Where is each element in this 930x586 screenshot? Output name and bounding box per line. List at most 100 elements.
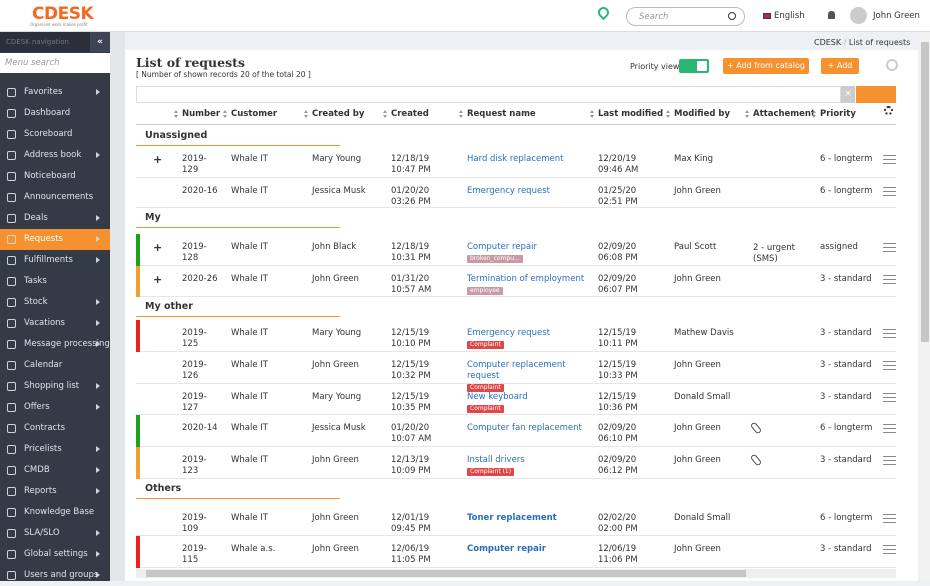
- table-row[interactable]: 2019-109Whale ITJohn Green12/01/19 09:45…: [136, 505, 896, 536]
- row-menu[interactable]: [883, 456, 896, 465]
- column-header[interactable]: Priority: [820, 109, 856, 119]
- settings-icon[interactable]: [884, 106, 893, 115]
- menu-item[interactable]: Deals: [0, 208, 110, 229]
- language[interactable]: English: [774, 11, 805, 21]
- attachment-icon[interactable]: [750, 453, 762, 466]
- menu-item[interactable]: Requests: [0, 229, 110, 250]
- expand-button[interactable]: +: [153, 274, 162, 285]
- user-name[interactable]: John Green: [873, 11, 920, 21]
- request-text[interactable]: Emergency request: [467, 186, 550, 196]
- priority-toggle[interactable]: [679, 59, 709, 73]
- breadcrumb-item[interactable]: CDESK: [814, 38, 841, 47]
- table-row[interactable]: +2019-129Whale ITMary Young12/18/19 10:4…: [136, 146, 896, 178]
- column-header[interactable]: Created by: [312, 109, 364, 119]
- table-row[interactable]: 2019-123Whale ITJohn Green12/13/19 10:09…: [136, 447, 896, 479]
- filter-buttons[interactable]: [856, 86, 896, 103]
- menu-item[interactable]: Message processing: [0, 334, 110, 355]
- row-menu[interactable]: [883, 243, 896, 252]
- row-menu[interactable]: [883, 424, 896, 433]
- logo[interactable]: CDESK: [32, 4, 93, 24]
- menu-item[interactable]: CMDB: [0, 460, 110, 481]
- menu-item[interactable]: Noticeboard: [0, 166, 110, 187]
- menu-item[interactable]: Stock: [0, 292, 110, 313]
- request[interactable]: Computer repair: [467, 544, 592, 555]
- menu-item[interactable]: Contracts: [0, 418, 110, 439]
- request[interactable]: Emergency request: [467, 186, 592, 197]
- column-header[interactable]: Modified by: [674, 109, 730, 119]
- row-menu[interactable]: [883, 275, 896, 284]
- request-text[interactable]: Termination of employment: [467, 274, 584, 284]
- request[interactable]: New keyboardComplaint: [467, 392, 592, 414]
- request[interactable]: Computer fan replacement: [467, 423, 592, 434]
- menu-item[interactable]: Address book: [0, 145, 110, 166]
- request-text[interactable]: Emergency request: [467, 328, 550, 338]
- menu-item[interactable]: Global settings: [0, 544, 110, 565]
- request-text[interactable]: Computer replacement request: [467, 360, 566, 381]
- request-text[interactable]: Computer fan replacement: [467, 423, 582, 433]
- request-text[interactable]: New keyboard: [467, 392, 528, 402]
- menu-item[interactable]: Fulfillments: [0, 250, 110, 271]
- request-text[interactable]: Hard disk replacement: [467, 154, 564, 164]
- row-menu[interactable]: [883, 361, 896, 370]
- row-menu[interactable]: [883, 514, 896, 523]
- location-icon[interactable]: [596, 5, 612, 21]
- menu-item[interactable]: Calendar: [0, 355, 110, 376]
- column-header[interactable]: Attachement: [753, 109, 815, 119]
- request[interactable]: Termination of employmentemployee: [467, 274, 592, 296]
- request[interactable]: Toner replacement: [467, 513, 592, 524]
- expand-button[interactable]: +: [153, 154, 162, 165]
- request[interactable]: Emergency requestComplaint: [467, 328, 592, 350]
- row-menu[interactable]: [883, 329, 896, 338]
- attachment-icon[interactable]: [750, 421, 762, 434]
- add-from-catalog-button[interactable]: + Add from catalog: [723, 58, 809, 74]
- table-row[interactable]: 2019-115Whale a.s.John Green12/06/19 11:…: [136, 536, 896, 568]
- column-header[interactable]: Created: [391, 109, 429, 119]
- table-row[interactable]: 2019-127Whale ITMary Young12/15/19 10:35…: [136, 384, 896, 415]
- column-header[interactable]: Last modified: [598, 109, 663, 119]
- request-text[interactable]: Install drivers: [467, 455, 525, 465]
- table-row[interactable]: +2019-128Whale ITJohn Black12/18/19 10:3…: [136, 234, 896, 266]
- clear-filter-button[interactable]: ×: [841, 86, 855, 103]
- request[interactable]: Hard disk replacement: [467, 154, 592, 165]
- row-menu[interactable]: [883, 187, 896, 196]
- menu-item[interactable]: Vacations: [0, 313, 110, 334]
- menu-item[interactable]: Dashboard: [0, 103, 110, 124]
- request[interactable]: Computer repairbroken_compu...: [467, 242, 592, 264]
- column-header[interactable]: Request name: [467, 109, 536, 119]
- menu-item[interactable]: Announcements: [0, 187, 110, 208]
- request-text[interactable]: Computer repair: [467, 242, 537, 252]
- table-row[interactable]: +2020-26Whale ITJohn Green01/31/20 10:57…: [136, 266, 896, 297]
- menu-item[interactable]: Favorites: [0, 82, 110, 103]
- menu-item[interactable]: Knowledge Base: [0, 502, 110, 523]
- search-icon[interactable]: [728, 12, 736, 20]
- menu-item[interactable]: SLA/SLO: [0, 523, 110, 544]
- row-menu[interactable]: [883, 155, 896, 164]
- column-header[interactable]: Customer: [231, 109, 277, 119]
- row-menu[interactable]: [883, 393, 896, 402]
- menu-item[interactable]: Shopping list: [0, 376, 110, 397]
- bell-icon[interactable]: [828, 11, 835, 19]
- column-header[interactable]: Number: [182, 109, 220, 119]
- menu-item[interactable]: Pricelists: [0, 439, 110, 460]
- menu-item[interactable]: Reports: [0, 481, 110, 502]
- menu-item[interactable]: Users and groups: [0, 565, 110, 586]
- collapse-button[interactable]: «: [90, 32, 110, 52]
- request-text[interactable]: Toner replacement: [467, 513, 557, 523]
- search-box[interactable]: Search: [626, 7, 745, 26]
- table-row[interactable]: 2020-14Whale ITJessica Musk01/20/20 10:0…: [136, 415, 896, 447]
- request-text[interactable]: Computer repair: [467, 544, 546, 554]
- request[interactable]: Install driversComplaint (1): [467, 455, 592, 477]
- table-row[interactable]: 2019-125Whale ITMary Young12/15/19 10:10…: [136, 320, 896, 352]
- h-scrollbar[interactable]: [136, 569, 896, 578]
- avatar[interactable]: [850, 7, 867, 24]
- menu-item[interactable]: Offers: [0, 397, 110, 418]
- menu-item[interactable]: Scoreboard: [0, 124, 110, 145]
- row-menu[interactable]: [883, 545, 896, 554]
- table-row[interactable]: 2020-16Whale ITJessica Musk01/20/20 03:2…: [136, 178, 896, 208]
- add-button[interactable]: + Add: [821, 58, 859, 74]
- table-row[interactable]: 2019-126Whale ITJohn Green12/15/19 10:32…: [136, 352, 896, 384]
- v-scrollbar[interactable]: [920, 32, 930, 581]
- menu-search[interactable]: Menu search: [0, 53, 110, 73]
- expand-button[interactable]: +: [153, 242, 162, 253]
- filter-input[interactable]: [136, 86, 841, 103]
